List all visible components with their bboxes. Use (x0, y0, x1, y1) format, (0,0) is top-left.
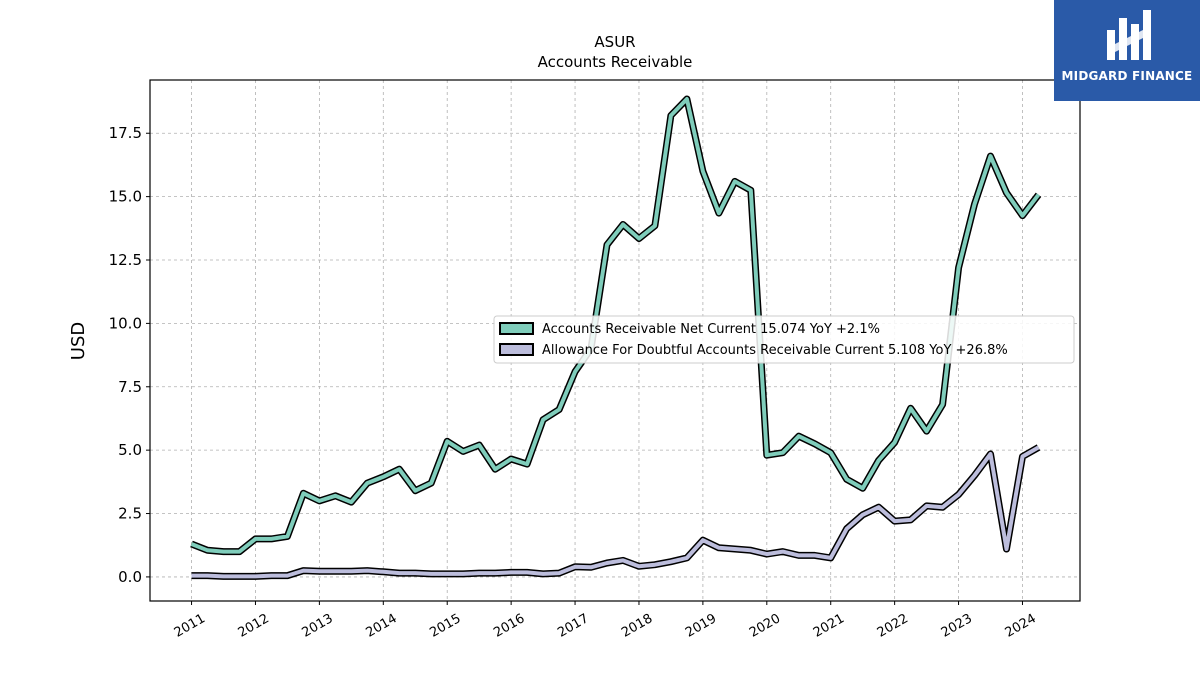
logo-brand-text: MIDGARD FINANCE (1061, 69, 1193, 83)
midgard-finance-logo: MIDGARD FINANCE (1054, 0, 1200, 101)
legend-box (493, 315, 1075, 364)
x-tick-label: 2018 (619, 611, 655, 641)
x-tick-label: 2023 (939, 611, 975, 641)
series-outline-allowance (191, 444, 1041, 580)
y-tick-label: 2.5 (118, 505, 142, 523)
plot-frame (149, 79, 1081, 602)
y-tick-label: 7.5 (118, 378, 142, 396)
series-line-allowance (191, 445, 1040, 579)
y-tick-label: 10.0 (109, 314, 142, 332)
series-lines (190, 95, 1042, 580)
x-axis-ticks: 2011 2012 2013 2014 2015 2016 2017 2018 2019 2020… (172, 601, 1039, 641)
x-tick-label: 2015 (427, 611, 463, 641)
x-tick-label: 2024 (1003, 611, 1039, 641)
y-tick-label: 0.0 (118, 568, 142, 586)
y-tick-label: 17.5 (109, 124, 142, 142)
x-tick-label: 2020 (747, 611, 783, 641)
y-axis-label: USD (68, 322, 89, 360)
x-tick-label: 2016 (491, 611, 527, 641)
y-axis-ticks: 0.0 2.5 5.0 7.5 10.0 12.5 15.0 17.5 (109, 124, 150, 586)
legend-label-ar-net: Accounts Receivable Net Current 15.074 Y… (542, 322, 880, 337)
logo-mark-icon (1107, 10, 1151, 60)
y-tick-label: 5.0 (118, 441, 142, 459)
chart-subtitle: Accounts Receivable (538, 53, 693, 71)
y-tick-label: 15.0 (109, 188, 142, 206)
x-tick-label: 2021 (811, 611, 847, 641)
legend-swatch-ar-net (499, 322, 534, 335)
x-tick-label: 2019 (683, 611, 719, 641)
legend-label-allowance: Allowance For Doubtful Accounts Receivab… (542, 343, 1008, 358)
x-tick-label: 2013 (300, 611, 336, 641)
legend-swatch-allowance (499, 343, 534, 356)
x-tick-label: 2022 (875, 611, 911, 641)
x-tick-label: 2017 (555, 611, 591, 641)
y-tick-label: 12.5 (109, 251, 142, 269)
x-tick-label: 2011 (172, 611, 208, 641)
series-line-ar-net (190, 97, 1041, 554)
x-tick-label: 2014 (363, 611, 399, 641)
x-tick-label: 2012 (236, 611, 272, 641)
chart-title: ASUR (594, 33, 635, 51)
legend: Accounts Receivable Net Current 15.074 Y… (493, 315, 1075, 364)
